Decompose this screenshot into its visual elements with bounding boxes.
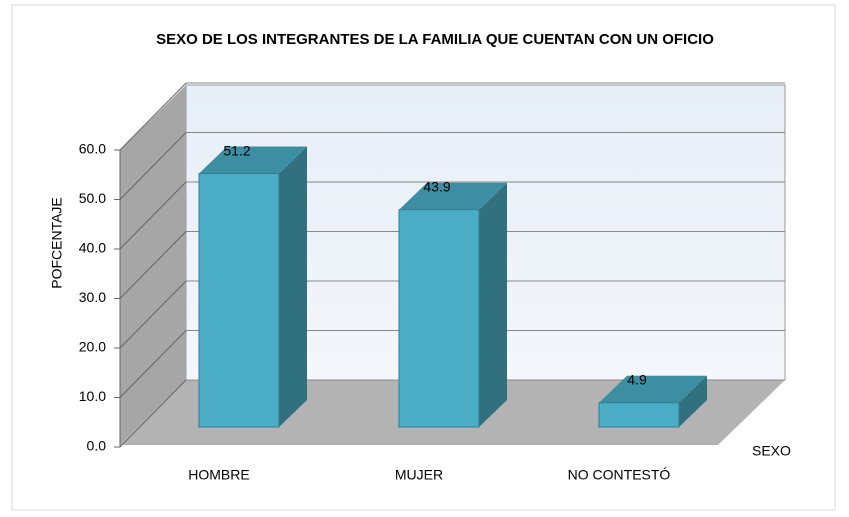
x-axis-label: SEXO <box>752 443 791 459</box>
bar <box>598 402 680 428</box>
bar-side <box>679 375 707 427</box>
y-tick-label: 10.0 <box>79 388 106 404</box>
bar <box>198 173 280 428</box>
y-tick-label: 40.0 <box>79 240 106 256</box>
y-tick-label: 60.0 <box>79 141 106 157</box>
bar-side <box>479 182 507 427</box>
grid-line <box>119 82 187 151</box>
data-label: 51.2 <box>223 142 250 158</box>
bar <box>398 209 480 428</box>
bar-side <box>279 146 307 427</box>
x-tick-label: HOMBRE <box>188 467 249 483</box>
bar-top <box>399 182 507 210</box>
y-axis-label: POFCENTAJE <box>49 197 65 289</box>
x-tick-label: MUJER <box>395 467 443 483</box>
chart-title: SEXO DE LOS INTEGRANTES DE LA FAMILIA QU… <box>156 31 714 48</box>
data-label: 43.9 <box>423 178 450 194</box>
x-tick-label: NO CONTESTÓ <box>568 467 671 483</box>
grid-line <box>119 379 187 448</box>
grid-line <box>119 181 187 250</box>
grid-line <box>119 231 187 299</box>
bar-top <box>199 146 307 174</box>
y-tick-label: 50.0 <box>79 190 106 206</box>
y-tick-label: 0.0 <box>87 438 107 454</box>
grid-line <box>119 330 187 398</box>
y-tick-label: 20.0 <box>79 339 106 355</box>
grid-line <box>119 280 187 349</box>
data-label: 4.9 <box>627 371 647 387</box>
y-tick-label: 30.0 <box>79 289 106 305</box>
grid-line <box>119 132 187 200</box>
bar-top <box>599 375 707 403</box>
